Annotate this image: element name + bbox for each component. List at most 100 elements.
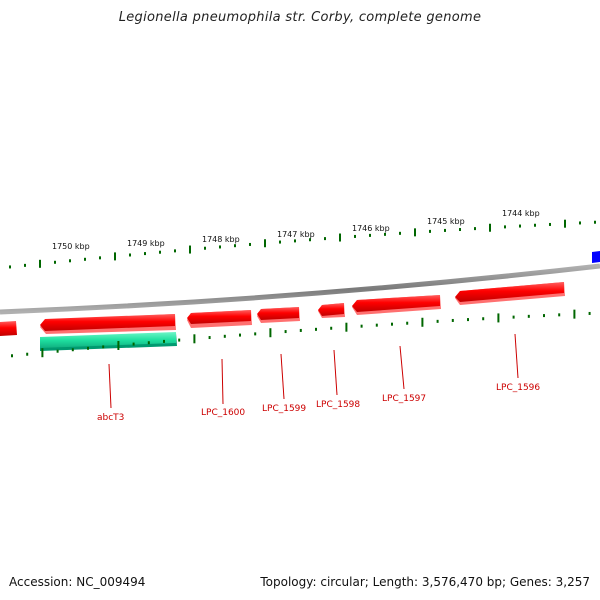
- ruler-label-1750: 1750 kbp: [52, 242, 90, 251]
- minor-tick: [369, 233, 371, 237]
- major-tick: [41, 348, 44, 358]
- minor-tick: [11, 354, 13, 358]
- major-tick: [497, 313, 500, 323]
- major-tick: [189, 245, 191, 254]
- minor-tick: [54, 260, 56, 264]
- minor-tick: [223, 334, 226, 338]
- minor-tick: [84, 257, 86, 261]
- minor-tick: [174, 249, 176, 253]
- gene-label-abcT3: abcT3: [97, 413, 124, 423]
- genome-summary-text: Topology: circular; Length: 3,576,470 bp…: [260, 575, 590, 589]
- major-tick: [114, 252, 116, 261]
- major-tick: [564, 219, 566, 228]
- minor-tick: [549, 222, 551, 226]
- major-tick: [489, 223, 491, 232]
- minor-tick: [9, 265, 11, 269]
- minor-tick: [204, 246, 206, 250]
- ruler-labels: 1750 kbp 1749 kbp 1748 kbp 1747 kbp 1746…: [52, 209, 540, 251]
- genome-backbone: [0, 263, 600, 315]
- teal-gene: [40, 332, 177, 351]
- minor-tick: [527, 314, 530, 318]
- minor-tick: [159, 250, 161, 254]
- minor-tick: [391, 322, 393, 326]
- minor-tick: [132, 342, 135, 346]
- minor-tick: [219, 245, 221, 249]
- gene-partial-left: [0, 321, 17, 336]
- minor-tick: [69, 259, 71, 263]
- minor-tick: [474, 227, 476, 231]
- minor-tick: [178, 338, 181, 342]
- minor-tick: [459, 228, 461, 232]
- gene-abcT3: [40, 314, 176, 334]
- minor-tick: [354, 234, 356, 238]
- gene-label-LPC_1596: LPC_1596: [496, 383, 540, 393]
- minor-tick: [99, 256, 101, 260]
- genome-title: Legionella pneumophila str. Corby, compl…: [118, 10, 482, 25]
- ruler-label-1744: 1744 kbp: [502, 209, 540, 218]
- minor-tick: [512, 315, 515, 319]
- major-tick: [414, 228, 416, 237]
- minor-tick: [279, 240, 281, 244]
- minor-tick: [102, 345, 105, 349]
- minor-tick: [208, 336, 211, 340]
- minor-tick: [375, 323, 378, 327]
- minor-tick: [519, 224, 521, 228]
- minor-tick: [330, 326, 333, 330]
- ruler-label-1749: 1749 kbp: [127, 239, 165, 248]
- accession-text: Accession: NC_009494: [9, 575, 146, 589]
- gene-LPC_1599: [257, 307, 300, 323]
- ruler-label-1745: 1745 kbp: [427, 217, 465, 226]
- minor-tick: [315, 327, 317, 331]
- minor-tick: [147, 341, 150, 345]
- gene-LPC_1596: [455, 282, 565, 305]
- minor-tick: [406, 321, 409, 325]
- major-tick: [117, 340, 120, 350]
- minor-tick: [24, 263, 26, 267]
- label-leaders: [108, 333, 519, 409]
- minor-tick: [588, 311, 591, 315]
- inner-tick-ruler: [11, 309, 591, 358]
- minor-tick: [144, 252, 146, 256]
- gene-labels: abcT3 LPC_1600 LPC_1599 LPC_1598 LPC_159…: [97, 383, 540, 423]
- edge-gene-blue: [592, 251, 600, 263]
- gene-LPC_1600: [187, 310, 252, 328]
- minor-tick: [309, 238, 311, 242]
- gene-label-LPC_1598: LPC_1598: [316, 400, 360, 410]
- minor-tick: [558, 313, 561, 317]
- minor-tick: [436, 319, 439, 323]
- minor-tick: [504, 225, 506, 229]
- gene-LPC_1598: [318, 303, 345, 318]
- gene-label-LPC_1599: LPC_1599: [262, 404, 306, 414]
- minor-tick: [284, 330, 287, 334]
- minor-tick: [579, 221, 581, 225]
- minor-tick: [360, 324, 363, 328]
- minor-tick: [71, 348, 74, 352]
- minor-tick: [254, 332, 257, 336]
- minor-tick: [294, 239, 296, 243]
- major-tick: [264, 239, 266, 248]
- minor-tick: [543, 314, 545, 318]
- minor-tick: [56, 349, 59, 353]
- minor-tick: [451, 318, 454, 322]
- minor-tick: [87, 346, 89, 350]
- minor-tick: [324, 237, 326, 241]
- outer-tick-ruler: [9, 219, 596, 269]
- minor-tick: [429, 229, 431, 233]
- minor-tick: [384, 232, 386, 236]
- major-tick: [39, 259, 41, 268]
- minor-tick: [239, 333, 241, 337]
- major-tick: [269, 328, 272, 338]
- minor-tick: [26, 352, 29, 356]
- minor-tick: [467, 318, 469, 322]
- major-tick: [339, 233, 341, 242]
- major-tick: [421, 317, 424, 327]
- ruler-label-1746: 1746 kbp: [352, 224, 390, 233]
- minor-tick: [163, 339, 165, 343]
- gene-label-LPC_1597: LPC_1597: [382, 394, 426, 404]
- red-genes: [0, 282, 565, 336]
- major-tick: [573, 309, 576, 319]
- minor-tick: [129, 253, 131, 257]
- major-tick: [345, 322, 348, 332]
- minor-tick: [594, 220, 596, 224]
